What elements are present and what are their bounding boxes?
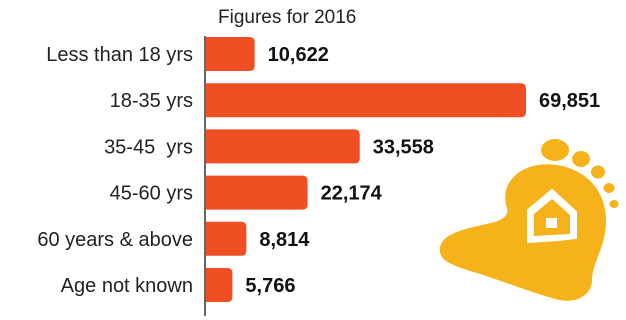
bar <box>206 175 308 210</box>
bar <box>206 268 233 302</box>
category-label: Less than 18 yrs <box>46 44 193 66</box>
category-label: Age not known <box>61 275 193 297</box>
bars-layer: Less than 18 yrs 10,622 18-35 yrs 69,851 35-… <box>37 37 600 302</box>
category-label: 35-45 yrs <box>104 136 193 158</box>
footprint-house-icon <box>439 139 619 301</box>
category-label: 45-60 yrs <box>110 183 193 205</box>
chart-title: Figures for 2016 <box>218 7 356 28</box>
bar <box>206 221 247 256</box>
category-label: 18-35 yrs <box>110 90 193 112</box>
category-label: 60 years & above <box>37 229 193 251</box>
value-label: 22,174 <box>321 183 383 205</box>
bar <box>206 83 526 118</box>
value-label: 8,814 <box>259 229 310 251</box>
value-label: 69,851 <box>539 90 600 112</box>
value-label: 5,766 <box>245 275 295 297</box>
bar <box>206 129 360 164</box>
bar <box>206 37 255 71</box>
value-label: 33,558 <box>373 136 434 158</box>
value-label: 10,622 <box>268 44 329 66</box>
